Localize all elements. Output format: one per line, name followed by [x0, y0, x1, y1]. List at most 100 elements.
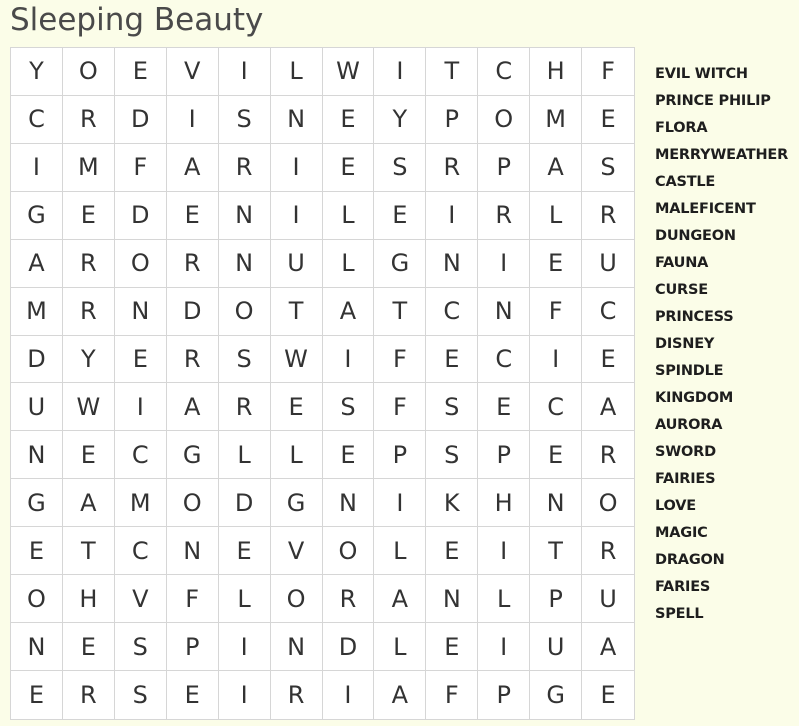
- grid-cell[interactable]: D: [218, 479, 271, 528]
- grid-cell[interactable]: L: [270, 48, 323, 96]
- grid-cell[interactable]: O: [270, 575, 323, 624]
- grid-cell[interactable]: N: [218, 191, 271, 240]
- grid-cell[interactable]: A: [11, 239, 63, 288]
- grid-cell[interactable]: E: [11, 527, 63, 576]
- grid-cell[interactable]: S: [322, 383, 375, 432]
- grid-cell[interactable]: M: [62, 143, 115, 192]
- grid-cell[interactable]: E: [322, 143, 375, 192]
- grid-cell[interactable]: A: [62, 479, 115, 528]
- grid-cell[interactable]: G: [374, 239, 427, 288]
- grid-cell[interactable]: D: [114, 191, 167, 240]
- grid-cell[interactable]: A: [374, 575, 427, 624]
- grid-cell[interactable]: A: [166, 383, 219, 432]
- grid-cell[interactable]: Y: [374, 95, 427, 144]
- grid-cell[interactable]: G: [270, 479, 323, 528]
- grid-cell[interactable]: A: [374, 671, 427, 719]
- grid-cell[interactable]: E: [426, 335, 479, 384]
- grid-cell[interactable]: O: [478, 95, 531, 144]
- grid-cell[interactable]: E: [322, 431, 375, 480]
- grid-cell[interactable]: O: [218, 287, 271, 336]
- grid-cell[interactable]: S: [115, 671, 167, 719]
- grid-cell[interactable]: O: [166, 479, 219, 528]
- grid-cell[interactable]: D: [166, 287, 219, 336]
- grid-cell[interactable]: E: [478, 383, 531, 432]
- grid-cell[interactable]: I: [426, 191, 479, 240]
- grid-cell[interactable]: M: [11, 287, 63, 336]
- grid-cell[interactable]: H: [478, 479, 531, 528]
- grid-cell[interactable]: E: [167, 671, 219, 719]
- grid-cell[interactable]: U: [270, 239, 323, 288]
- grid-cell[interactable]: V: [270, 527, 323, 576]
- grid-cell[interactable]: M: [530, 95, 583, 144]
- grid-cell[interactable]: N: [166, 527, 219, 576]
- grid-cell[interactable]: O: [322, 527, 375, 576]
- grid-cell[interactable]: E: [530, 239, 583, 288]
- grid-cell[interactable]: N: [478, 287, 531, 336]
- grid-cell[interactable]: C: [530, 383, 583, 432]
- grid-cell[interactable]: S: [374, 143, 427, 192]
- grid-cell[interactable]: R: [426, 143, 479, 192]
- grid-cell[interactable]: P: [166, 623, 219, 672]
- grid-cell[interactable]: T: [426, 48, 479, 96]
- grid-cell[interactable]: W: [322, 48, 375, 96]
- grid-cell[interactable]: I: [114, 383, 167, 432]
- grid-cell[interactable]: I: [166, 95, 219, 144]
- grid-cell[interactable]: L: [374, 527, 427, 576]
- grid-cell[interactable]: U: [530, 623, 583, 672]
- grid-cell[interactable]: I: [322, 335, 375, 384]
- grid-cell[interactable]: W: [270, 335, 323, 384]
- grid-cell[interactable]: U: [582, 575, 634, 624]
- grid-cell[interactable]: I: [270, 143, 323, 192]
- grid-cell[interactable]: V: [114, 575, 167, 624]
- grid-cell[interactable]: S: [426, 431, 479, 480]
- grid-cell[interactable]: I: [478, 527, 531, 576]
- grid-cell[interactable]: T: [374, 287, 427, 336]
- grid-cell[interactable]: R: [166, 239, 219, 288]
- grid-cell[interactable]: L: [374, 623, 427, 672]
- grid-cell[interactable]: K: [426, 479, 479, 528]
- grid-cell[interactable]: A: [530, 143, 583, 192]
- grid-cell[interactable]: G: [11, 479, 63, 528]
- grid-cell[interactable]: C: [426, 287, 479, 336]
- grid-cell[interactable]: R: [63, 671, 115, 719]
- grid-cell[interactable]: N: [270, 623, 323, 672]
- grid-cell[interactable]: Y: [62, 335, 115, 384]
- grid-cell[interactable]: A: [322, 287, 375, 336]
- grid-cell[interactable]: C: [582, 288, 634, 336]
- grid-cell[interactable]: N: [270, 95, 323, 144]
- grid-cell[interactable]: E: [426, 623, 479, 672]
- grid-cell[interactable]: S: [582, 144, 634, 192]
- grid-cell[interactable]: I: [374, 479, 427, 528]
- grid-cell[interactable]: I: [11, 143, 63, 192]
- grid-cell[interactable]: N: [322, 479, 375, 528]
- grid-cell[interactable]: F: [530, 287, 583, 336]
- grid-cell[interactable]: D: [322, 623, 375, 672]
- grid-cell[interactable]: R: [271, 671, 323, 719]
- grid-cell[interactable]: I: [478, 239, 531, 288]
- grid-cell[interactable]: L: [218, 575, 271, 624]
- grid-cell[interactable]: V: [166, 48, 219, 96]
- grid-cell[interactable]: R: [218, 143, 271, 192]
- grid-cell[interactable]: U: [11, 383, 63, 432]
- grid-cell[interactable]: C: [478, 48, 531, 96]
- grid-cell[interactable]: F: [166, 575, 219, 624]
- grid-cell[interactable]: S: [426, 383, 479, 432]
- grid-cell[interactable]: I: [323, 671, 375, 719]
- grid-cell[interactable]: E: [582, 336, 634, 384]
- grid-cell[interactable]: H: [530, 48, 583, 96]
- grid-cell[interactable]: N: [11, 431, 63, 480]
- grid-cell[interactable]: O: [114, 239, 167, 288]
- grid-cell[interactable]: A: [582, 623, 634, 672]
- grid-cell[interactable]: L: [478, 575, 531, 624]
- grid-cell[interactable]: E: [530, 431, 583, 480]
- grid-cell[interactable]: S: [114, 623, 167, 672]
- grid-cell[interactable]: T: [62, 527, 115, 576]
- grid-cell[interactable]: N: [426, 575, 479, 624]
- grid-cell[interactable]: M: [114, 479, 167, 528]
- grid-cell[interactable]: L: [530, 191, 583, 240]
- grid-cell[interactable]: P: [478, 143, 531, 192]
- grid-cell[interactable]: R: [582, 192, 634, 240]
- grid-cell[interactable]: E: [322, 95, 375, 144]
- grid-cell[interactable]: R: [166, 335, 219, 384]
- grid-cell[interactable]: C: [478, 335, 531, 384]
